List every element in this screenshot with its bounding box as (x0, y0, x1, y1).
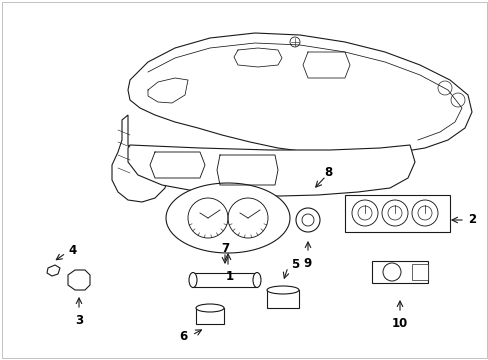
Text: 7: 7 (221, 242, 228, 255)
Text: 3: 3 (75, 314, 83, 327)
Polygon shape (196, 308, 224, 324)
Text: 10: 10 (391, 317, 407, 330)
Text: 5: 5 (290, 258, 299, 271)
Text: 6: 6 (180, 330, 187, 343)
Polygon shape (112, 115, 168, 202)
Polygon shape (68, 270, 90, 290)
Polygon shape (47, 265, 60, 276)
Text: 4: 4 (68, 244, 76, 257)
Text: 9: 9 (303, 257, 311, 270)
Polygon shape (345, 195, 449, 232)
Text: 1: 1 (225, 270, 234, 283)
Ellipse shape (189, 273, 197, 288)
Text: 2: 2 (467, 213, 475, 226)
Ellipse shape (196, 304, 224, 312)
Polygon shape (266, 290, 298, 308)
Polygon shape (128, 145, 414, 196)
Polygon shape (166, 183, 289, 253)
Polygon shape (411, 264, 427, 280)
Text: 8: 8 (323, 166, 331, 180)
Polygon shape (371, 261, 427, 283)
Polygon shape (193, 273, 257, 287)
Ellipse shape (266, 286, 298, 294)
Ellipse shape (252, 273, 261, 288)
